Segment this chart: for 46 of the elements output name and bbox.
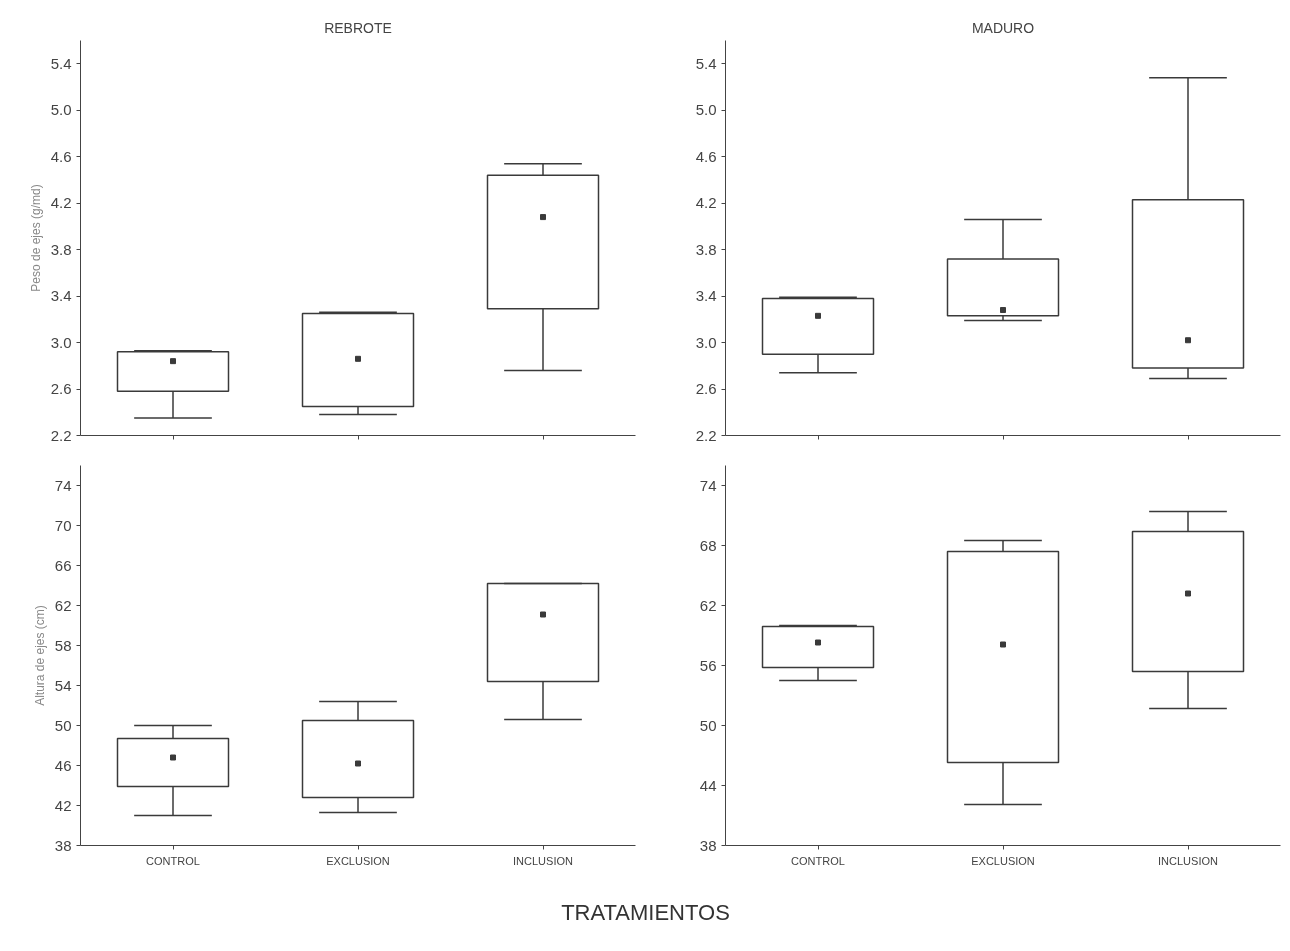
y-tick-label: 2.6 [695, 380, 717, 398]
y-tick-label: 4.2 [695, 194, 717, 212]
x-tick-label: EXCLUSION [971, 854, 1035, 867]
y-tick-label: 74 [699, 476, 717, 494]
y-tick-label: 3.8 [695, 240, 717, 258]
y-tick-label: 2.2 [695, 426, 717, 444]
x-tick-label: CONTROL [146, 854, 200, 867]
y-tick-label: 4.2 [50, 194, 72, 212]
y-tick-label: 5.4 [695, 54, 717, 72]
x-axis-title: TRATAMIENTOS [561, 900, 730, 925]
y-tick-label: 46 [54, 756, 72, 774]
y-tick-label: 74 [54, 476, 72, 494]
x-tick-label: CONTROL [791, 854, 845, 867]
y-tick-label: 3.4 [50, 287, 72, 305]
y-tick-label: 62 [699, 596, 717, 614]
y-tick-label: 2.2 [50, 426, 72, 444]
y-tick-label: 38 [699, 836, 717, 854]
y-tick-label: 3.8 [50, 240, 72, 258]
y-axis-title: Altura de ejes (cm) [32, 605, 47, 706]
y-tick-label: 50 [699, 716, 717, 734]
y-tick-label: 2.6 [50, 380, 72, 398]
y-tick-label: 3.0 [695, 333, 717, 351]
y-tick-label: 50 [54, 716, 72, 734]
x-tick-label: INCLUSION [513, 854, 574, 867]
y-tick-label: 56 [699, 656, 717, 674]
y-tick-label: 54 [54, 676, 72, 694]
y-axis-title: Peso de ejes (g/md) [28, 184, 43, 292]
y-tick-label: 3.4 [695, 287, 717, 305]
y-tick-label: 62 [54, 596, 72, 614]
y-tick-label: 42 [54, 796, 72, 814]
y-tick-label: 58 [54, 636, 72, 654]
chart-title: REBROTE [324, 19, 392, 36]
y-tick-label: 3.0 [50, 333, 72, 351]
y-tick-label: 5.0 [695, 101, 717, 119]
y-tick-label: 68 [699, 536, 717, 554]
y-tick-label: 5.4 [50, 54, 72, 72]
chart-title: MADURO [971, 19, 1035, 36]
y-tick-label: 5.0 [50, 101, 72, 119]
y-tick-label: 70 [54, 516, 72, 534]
y-tick-label: 44 [699, 776, 717, 794]
x-tick-label: EXCLUSION [326, 854, 390, 867]
y-tick-label: 4.6 [695, 147, 717, 165]
y-tick-label: 38 [54, 836, 72, 854]
x-tick-label: INCLUSION [1158, 854, 1219, 867]
y-tick-label: 4.6 [50, 147, 72, 165]
y-tick-label: 66 [54, 556, 72, 574]
